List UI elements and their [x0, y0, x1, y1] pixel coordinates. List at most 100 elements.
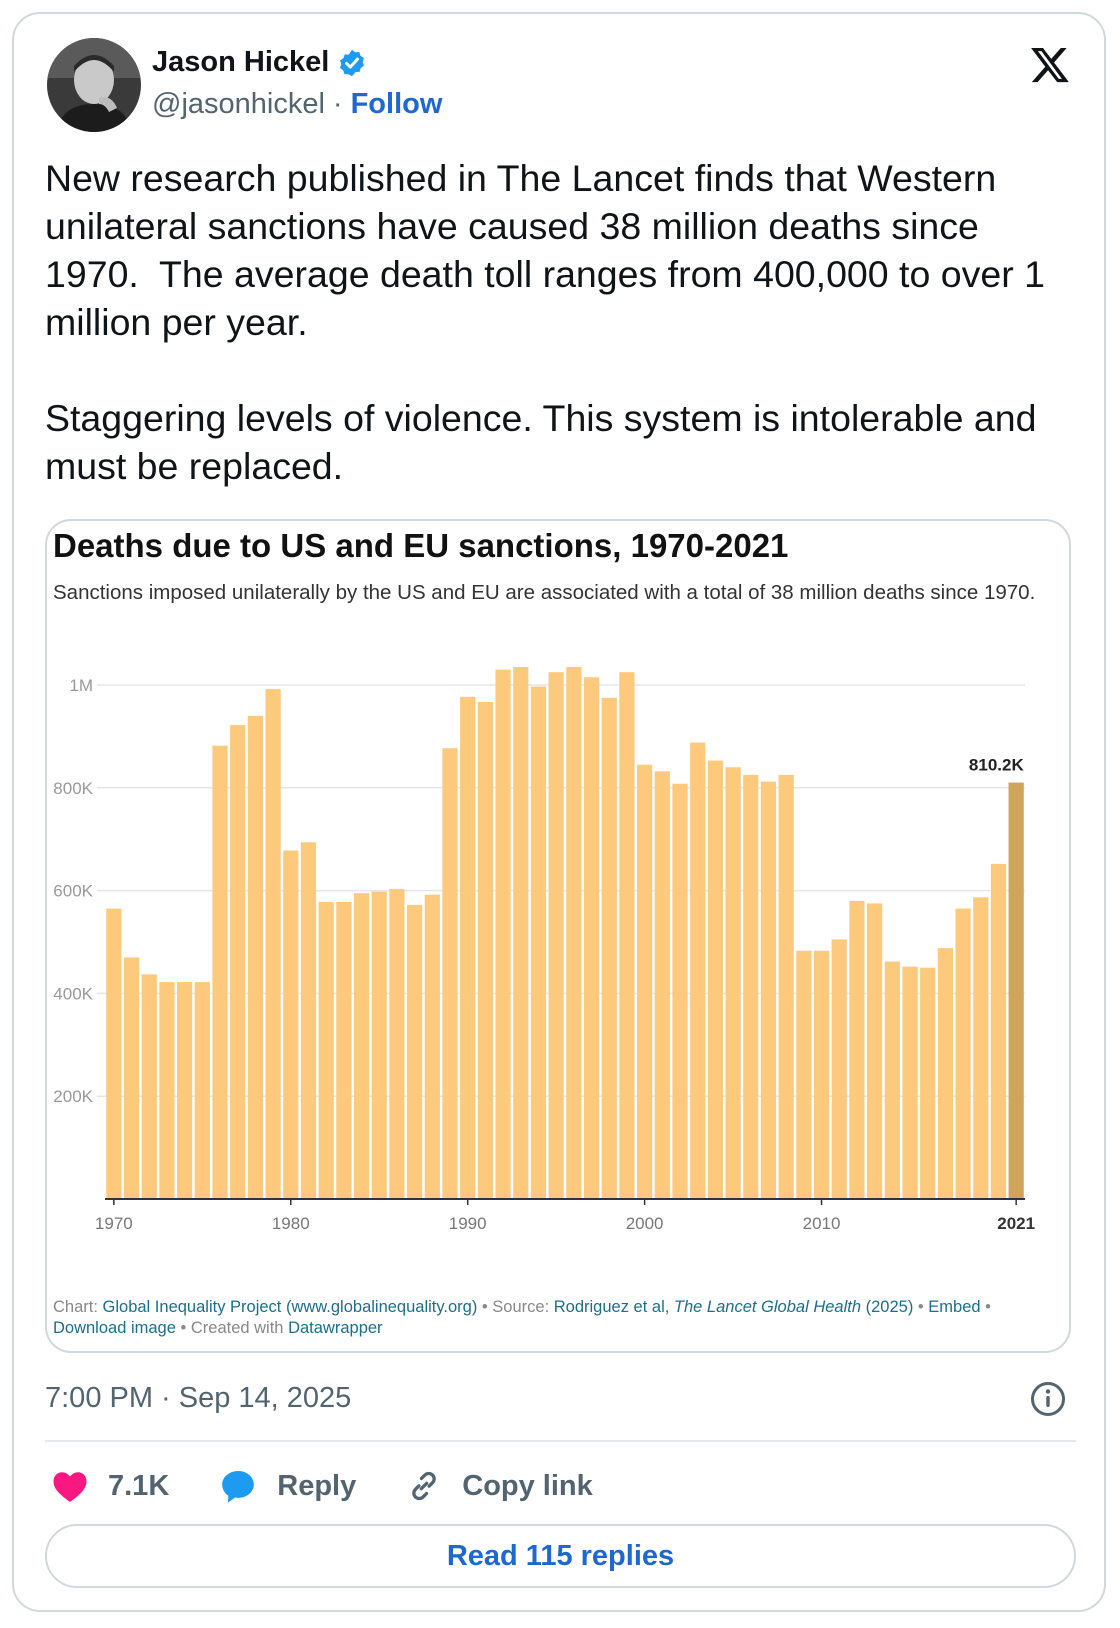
bar-chart: 200K 400K 600K 800K 1M 810.2K 1970 1980 1990 2000… [53, 667, 1035, 1233]
x-logo-icon[interactable] [1028, 44, 1072, 86]
handle-separator: · [332, 88, 343, 120]
x-tick-label: 1970 [95, 1214, 133, 1233]
bar [654, 771, 670, 1199]
bar [212, 745, 228, 1199]
x-tick-label: 1990 [449, 1214, 487, 1233]
y-tick-label: 1M [69, 676, 93, 695]
bar [707, 760, 723, 1199]
bar [601, 697, 617, 1199]
bar [637, 764, 653, 1199]
chart-embed[interactable]: Deaths due to US and EU sanctions, 1970-… [45, 519, 1071, 1353]
bar [990, 863, 1007, 1199]
bar [955, 908, 971, 1199]
bar [813, 950, 830, 1199]
bar [159, 982, 175, 1199]
bar [690, 742, 706, 1199]
y-tick-label: 600K [53, 882, 93, 901]
footer-download-link[interactable]: Download image [53, 1319, 176, 1337]
action-bar: 7.1K Reply Copy link [52, 1462, 643, 1510]
reply-button[interactable]: Reply [219, 1467, 356, 1505]
link-icon [412, 1471, 437, 1501]
heart-icon [53, 1472, 87, 1502]
bar [230, 725, 246, 1199]
y-tick-label: 800K [53, 779, 93, 798]
bar [566, 667, 582, 1199]
footer-source-journal: The Lancet Global Health [673, 1298, 862, 1316]
footer-source-link[interactable]: Rodriguez et al, The Lancet Global Healt… [554, 1298, 914, 1316]
author-handle[interactable]: @jasonhickel [152, 88, 325, 120]
copy-link-button[interactable]: Copy link [406, 1468, 593, 1504]
bar [743, 774, 759, 1199]
like-button[interactable]: 7.1K [52, 1469, 169, 1503]
bar [353, 893, 370, 1199]
bar [725, 767, 741, 1199]
verified-badge-icon [340, 49, 365, 76]
bar [884, 961, 900, 1199]
reply-label: Reply [277, 1469, 357, 1502]
footer-embed-link[interactable]: Embed [928, 1298, 981, 1316]
author-name-row: Jason Hickel [152, 46, 367, 79]
bar [1008, 782, 1024, 1199]
bar [300, 842, 317, 1199]
x-tick-label: 2010 [803, 1214, 841, 1233]
bar [973, 897, 989, 1199]
tweet-timestamp[interactable]: 7:00 PM · Sep 14, 2025 [45, 1382, 352, 1414]
footer-separator: • [980, 1298, 991, 1316]
bar [283, 850, 299, 1199]
bar [796, 950, 812, 1199]
bar [265, 689, 281, 1199]
bar [778, 774, 794, 1199]
bar [247, 715, 263, 1199]
bar [867, 903, 883, 1199]
x-tick-label: 1980 [272, 1214, 310, 1233]
reply-bubble-icon [222, 1470, 255, 1503]
bar [177, 982, 193, 1199]
like-count: 7.1K [108, 1469, 170, 1502]
bar [937, 948, 953, 1199]
bar [831, 939, 847, 1199]
footer-source-prefix: • Source: [477, 1298, 554, 1316]
x-tick-label: 2021 [997, 1214, 1035, 1233]
read-replies-button[interactable]: Read 115 replies [45, 1524, 1076, 1588]
author-handle-row: @jasonhickel · Follow [152, 88, 442, 121]
x-tick-label: 2000 [626, 1214, 664, 1233]
info-icon[interactable] [1030, 1381, 1066, 1417]
footer-chart-link[interactable]: Global Inequality Project (www.globaline… [102, 1298, 478, 1316]
bar [849, 900, 865, 1199]
follow-button[interactable]: Follow [350, 88, 443, 120]
bar [106, 908, 122, 1199]
avatar[interactable] [47, 38, 141, 132]
bar [424, 894, 440, 1199]
bar [407, 904, 423, 1199]
bar [477, 701, 493, 1199]
bar [619, 672, 635, 1199]
bar [318, 901, 334, 1199]
bar [194, 982, 210, 1199]
bar [141, 974, 157, 1199]
bar [442, 748, 458, 1199]
footer-source-authors: Rodriguez et al, [553, 1298, 674, 1316]
footer-source-year: (2025) [861, 1298, 914, 1316]
chart-title: Deaths due to US and EU sanctions, 1970-… [53, 527, 789, 564]
author-name[interactable]: Jason Hickel [152, 46, 330, 78]
chart-footer: Chart: Global Inequality Project (www.gl… [53, 1297, 1053, 1339]
bar [389, 889, 405, 1199]
bar [530, 686, 547, 1199]
copy-link-label: Copy link [462, 1469, 593, 1502]
bar [672, 783, 688, 1199]
bar [495, 669, 511, 1199]
bar [902, 966, 918, 1199]
bar [583, 677, 600, 1199]
chart-subtitle: Sanctions imposed unilaterally by the US… [53, 581, 1036, 604]
footer-datawrapper-link[interactable]: Datawrapper [288, 1319, 383, 1337]
tweet-card: Jason Hickel @jasonhickel · Follow New r… [12, 12, 1106, 1612]
bar-value-label: 810.2K [969, 756, 1025, 775]
bar [760, 781, 777, 1199]
footer-separator: • [913, 1298, 929, 1316]
bar [123, 957, 140, 1199]
bar [920, 967, 936, 1199]
tweet-text: New research published in The Lancet fin… [45, 157, 1045, 487]
y-tick-label: 200K [53, 1087, 93, 1106]
divider [45, 1440, 1076, 1442]
bar [336, 901, 352, 1199]
